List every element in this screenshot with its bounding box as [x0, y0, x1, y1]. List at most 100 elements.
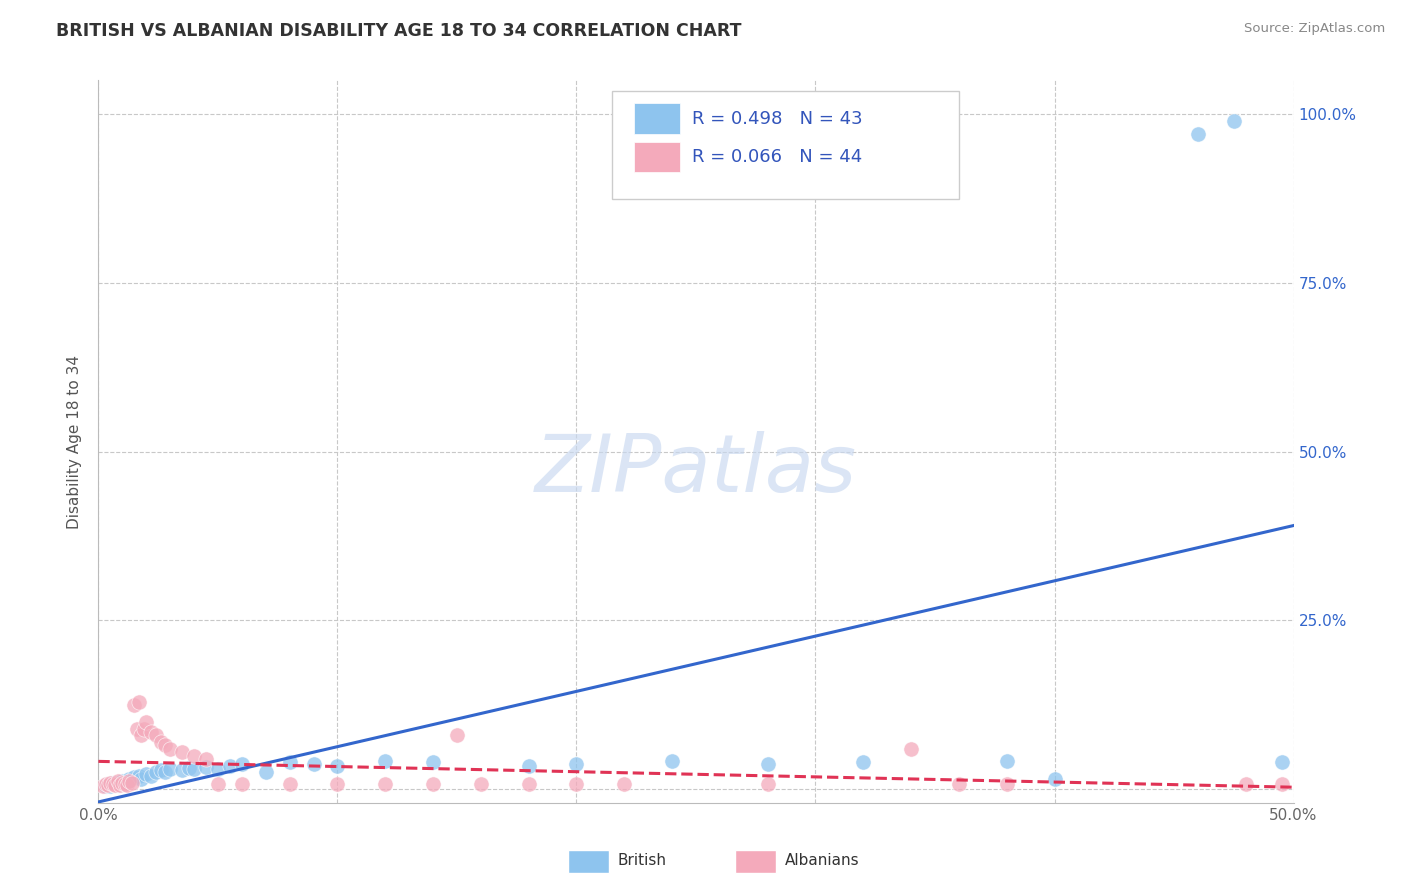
Point — [101, 775, 124, 789]
Point — [111, 774, 134, 789]
Point — [114, 777, 136, 791]
Point — [565, 756, 588, 771]
Point — [135, 714, 157, 729]
Point — [900, 741, 922, 756]
Point — [104, 778, 127, 792]
Point — [179, 761, 201, 775]
Point — [172, 745, 194, 759]
Point — [995, 754, 1018, 768]
FancyBboxPatch shape — [568, 850, 609, 873]
Text: BRITISH VS ALBANIAN DISABILITY AGE 18 TO 34 CORRELATION CHART: BRITISH VS ALBANIAN DISABILITY AGE 18 TO… — [56, 22, 742, 40]
Point — [422, 756, 444, 770]
Point — [101, 777, 124, 791]
Point — [131, 728, 153, 742]
Point — [139, 769, 162, 783]
Point — [97, 778, 120, 792]
Point — [97, 777, 120, 791]
Point — [565, 777, 588, 791]
Point — [108, 778, 131, 792]
Y-axis label: Disability Age 18 to 34: Disability Age 18 to 34 — [67, 354, 83, 529]
Text: ZIPatlas: ZIPatlas — [534, 432, 858, 509]
Point — [183, 748, 205, 763]
Point — [446, 728, 468, 742]
Point — [1234, 777, 1257, 791]
Point — [108, 776, 131, 790]
Point — [145, 765, 167, 780]
Point — [155, 739, 177, 753]
Point — [159, 762, 181, 776]
Point — [91, 779, 114, 793]
Point — [195, 760, 218, 774]
Point — [107, 774, 129, 789]
FancyBboxPatch shape — [634, 103, 681, 134]
Point — [124, 698, 146, 712]
Point — [302, 756, 325, 771]
Point — [115, 775, 138, 789]
Point — [135, 767, 157, 781]
Point — [374, 754, 396, 768]
Point — [125, 722, 148, 736]
Point — [114, 777, 136, 791]
Point — [1271, 756, 1294, 770]
Text: British: British — [617, 853, 666, 868]
Point — [231, 777, 253, 791]
Point — [98, 775, 122, 789]
Point — [107, 778, 129, 792]
Point — [145, 728, 167, 742]
Point — [231, 756, 253, 771]
Point — [278, 777, 301, 791]
Point — [139, 725, 162, 739]
Point — [852, 756, 875, 770]
FancyBboxPatch shape — [634, 142, 681, 172]
Point — [124, 770, 146, 784]
Point — [470, 777, 492, 791]
Point — [131, 772, 153, 787]
Point — [149, 735, 172, 749]
Point — [183, 762, 205, 776]
Point — [121, 775, 143, 789]
Text: R = 0.498   N = 43: R = 0.498 N = 43 — [692, 110, 863, 128]
Point — [995, 777, 1018, 791]
Point — [159, 741, 181, 756]
Text: Source: ZipAtlas.com: Source: ZipAtlas.com — [1244, 22, 1385, 36]
Point — [115, 778, 138, 792]
Text: Albanians: Albanians — [785, 853, 859, 868]
Point — [661, 754, 683, 768]
Point — [1271, 777, 1294, 791]
Point — [111, 775, 134, 789]
Point — [1043, 772, 1066, 787]
Point — [94, 777, 117, 791]
Point — [104, 778, 127, 792]
Point — [517, 777, 540, 791]
Point — [118, 772, 141, 787]
Point — [326, 758, 349, 772]
Point — [128, 769, 150, 783]
Point — [207, 777, 229, 791]
Point — [219, 758, 242, 772]
FancyBboxPatch shape — [735, 850, 776, 873]
Point — [374, 777, 396, 791]
Point — [1187, 128, 1209, 142]
Point — [1223, 113, 1246, 128]
Point — [422, 777, 444, 791]
Point — [195, 752, 218, 766]
Point — [155, 765, 177, 780]
Point — [98, 779, 122, 793]
FancyBboxPatch shape — [613, 91, 959, 200]
Point — [207, 762, 229, 776]
Point — [149, 764, 172, 778]
Point — [613, 777, 636, 791]
Point — [128, 694, 150, 708]
Point — [172, 764, 194, 778]
Point — [254, 765, 277, 780]
Text: R = 0.066   N = 44: R = 0.066 N = 44 — [692, 148, 863, 166]
Point — [326, 777, 349, 791]
Point — [278, 756, 301, 770]
Point — [948, 777, 970, 791]
Point — [756, 777, 779, 791]
Point — [517, 758, 540, 772]
Point — [118, 774, 141, 789]
Point — [94, 779, 117, 793]
Point — [132, 722, 155, 736]
Point — [756, 756, 779, 771]
